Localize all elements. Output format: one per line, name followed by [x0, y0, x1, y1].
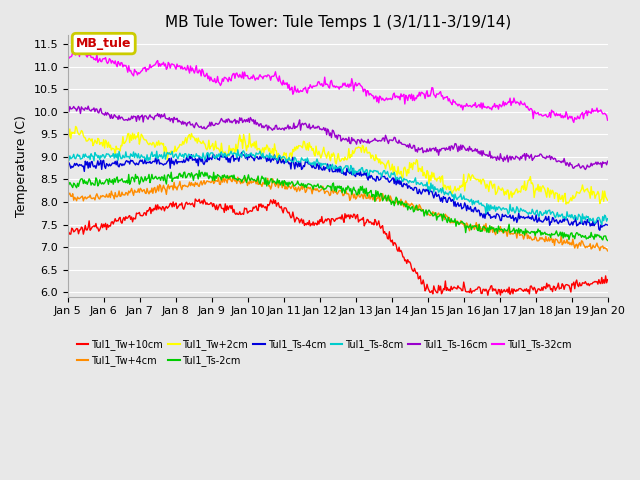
Title: MB Tule Tower: Tule Temps 1 (3/1/11-3/19/14): MB Tule Tower: Tule Temps 1 (3/1/11-3/19… — [164, 15, 511, 30]
Text: MB_tule: MB_tule — [76, 37, 131, 50]
Legend: Tul1_Tw+10cm, Tul1_Tw+4cm, Tul1_Tw+2cm, Tul1_Ts-2cm, Tul1_Ts-4cm, Tul1_Ts-8cm, T: Tul1_Tw+10cm, Tul1_Tw+4cm, Tul1_Tw+2cm, … — [73, 336, 575, 370]
Y-axis label: Temperature (C): Temperature (C) — [15, 115, 28, 217]
